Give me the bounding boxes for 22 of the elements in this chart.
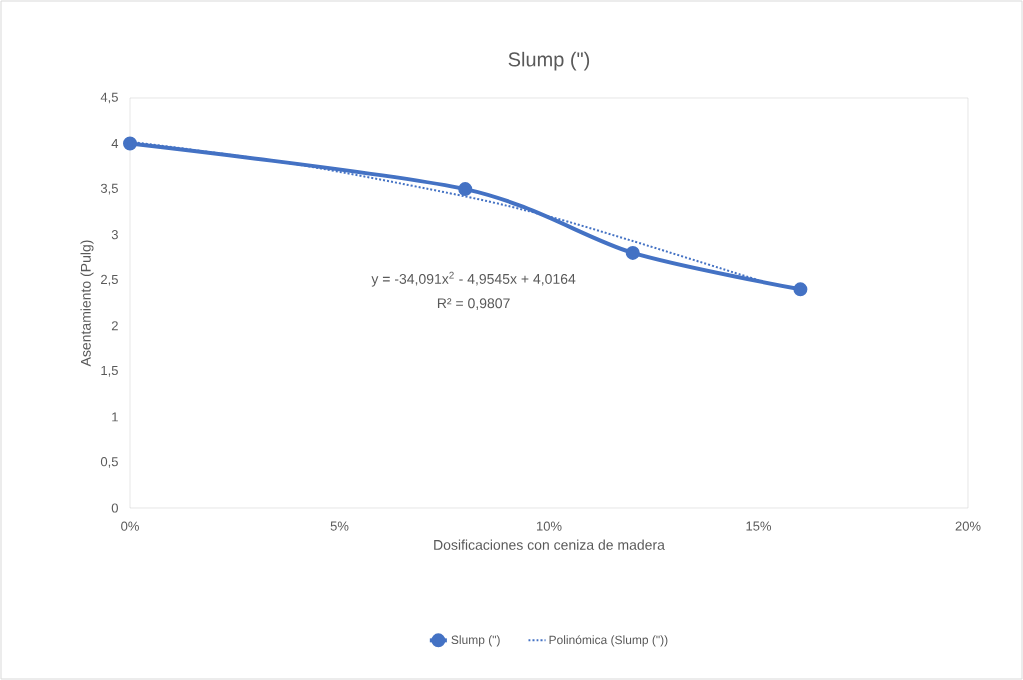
y-tick-label: 0 <box>111 503 118 513</box>
annotation: R² = 0,9807 <box>437 298 510 310</box>
chart-title: Slump (") <box>508 51 590 71</box>
y-tick-label: 1,5 <box>101 366 118 377</box>
y-tick-label: 2,5 <box>101 274 118 286</box>
y-tick-label: 4,5 <box>100 92 118 104</box>
y-tick-label: 0,5 <box>100 457 118 468</box>
annotation: y = -34,091x$^{2}$ - 4,9545x + 4,0164 <box>371 271 576 287</box>
x-tick-label: 0% <box>121 521 139 531</box>
y-tick-label: 3 <box>111 230 118 240</box>
y-tick-label: 1 <box>112 412 118 422</box>
y-tick-label: 3,5 <box>100 183 118 195</box>
y-tick-label: 4 <box>111 139 119 149</box>
legend-label: Slump (") <box>451 635 500 647</box>
legend-label: Polinómica (Slump (")) <box>549 635 668 647</box>
x-tick-label: 15% <box>746 521 772 531</box>
x-tick-label: 20% <box>955 521 981 531</box>
x-tick-label: 10% <box>536 521 562 531</box>
y-axis-title: Asentamiento (Pulg) <box>80 240 94 367</box>
x-tick-label: 5% <box>330 521 349 531</box>
x-axis-title: Dosificaciones con ceniza de madera <box>434 539 665 550</box>
y-tick-label: 2 <box>111 321 118 331</box>
